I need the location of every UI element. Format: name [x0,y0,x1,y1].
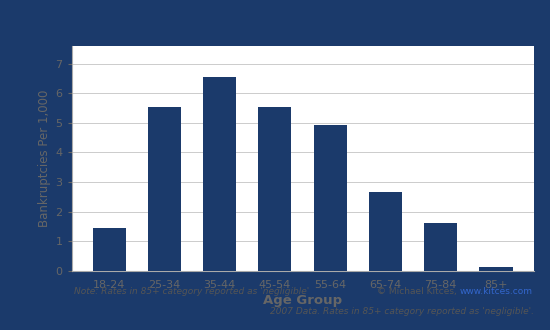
Bar [314,125,346,271]
Text: 2007 Data. Rates in 85+ category reported as 'negligible'.: 2007 Data. Rates in 85+ category reporte… [270,307,534,316]
Y-axis label: Bankruptcies Per 1,000: Bankruptcies Per 1,000 [38,90,51,227]
Text: © Michael Kitces,: © Michael Kitces, [377,287,459,296]
Bar [148,107,181,271]
Bar [369,192,402,271]
X-axis label: Age Group: Age Group [263,294,342,308]
Text: Note: Rates in 85+ category reported as 'negligible': Note: Rates in 85+ category reported as … [74,287,310,296]
Text: www.kitces.com: www.kitces.com [460,287,533,296]
Bar [480,267,513,271]
Title: BANKRUPTCY FILINGS PER 1,000 U.S. POPULATION: BANKRUPTCY FILINGS PER 1,000 U.S. POPULA… [73,23,532,38]
Bar [424,223,457,271]
Bar [203,77,236,271]
Bar [258,107,292,271]
Bar [92,228,125,271]
